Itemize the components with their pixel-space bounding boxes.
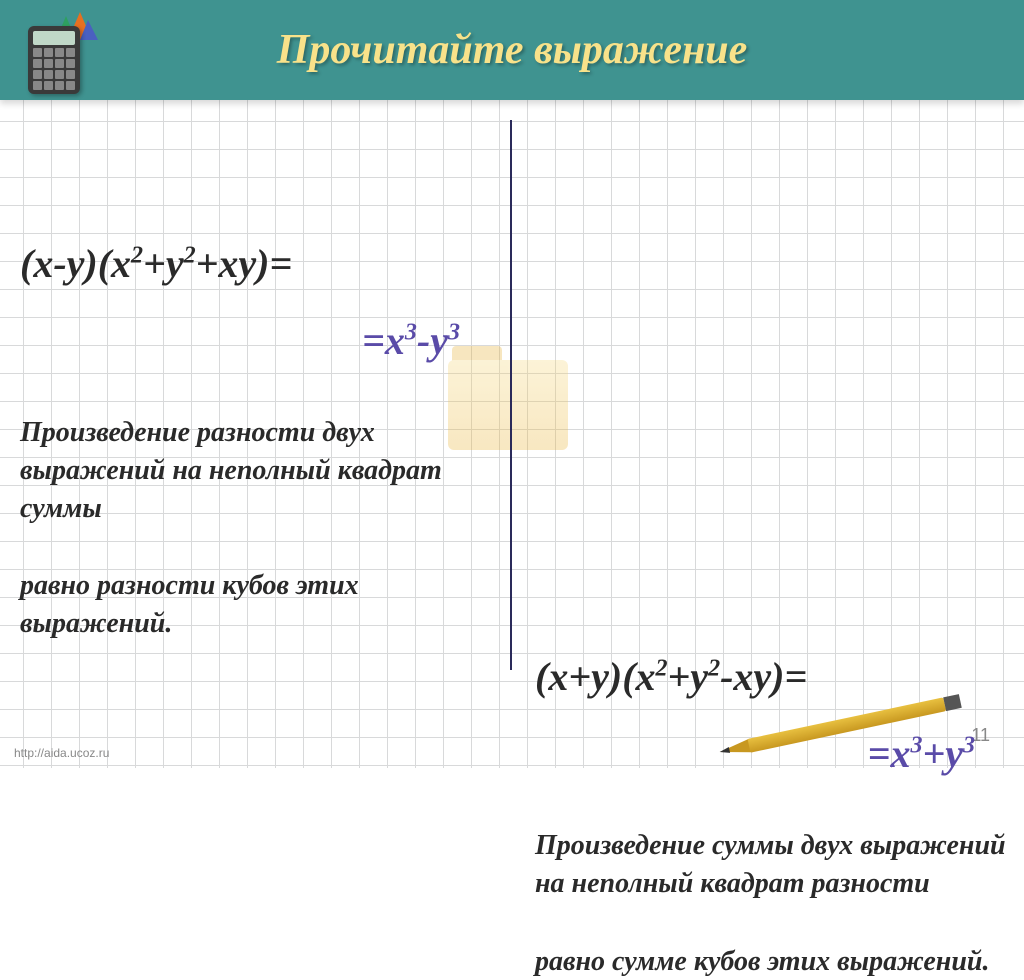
slide-title: Прочитайте выражение — [0, 0, 1024, 100]
right-description-2: равно сумме кубов этих выражений. — [535, 943, 1015, 980]
calculator-icon — [18, 12, 88, 96]
left-description-1: Произведение разности двух выражений на … — [20, 414, 500, 527]
footer-url: http://aida.ucoz.ru — [14, 746, 109, 760]
vertical-divider — [510, 120, 512, 670]
left-description-2: равно разности кубов этих выражений. — [20, 567, 500, 643]
title-bar: Прочитайте выражение — [0, 0, 1024, 100]
left-formula-lhs: (x-y)(x2+y2+xy)= — [20, 240, 500, 287]
right-description-1: Произведение суммы двух выражений на неп… — [535, 827, 1015, 903]
right-formula-lhs: (x+y)(x2+y2-xy)= — [535, 653, 1015, 700]
right-column: (x+y)(x2+y2-xy)= =x3+y3 Произведение сум… — [535, 653, 1015, 980]
left-column: (x-y)(x2+y2+xy)= =x3-y3 Произведение раз… — [20, 240, 500, 643]
right-formula-rhs: =x3+y3 — [535, 730, 1015, 777]
left-formula-rhs: =x3-y3 — [20, 317, 500, 364]
slide: Прочитайте выражение (x-y)(x2+y2+xy)= =x… — [0, 0, 1024, 768]
